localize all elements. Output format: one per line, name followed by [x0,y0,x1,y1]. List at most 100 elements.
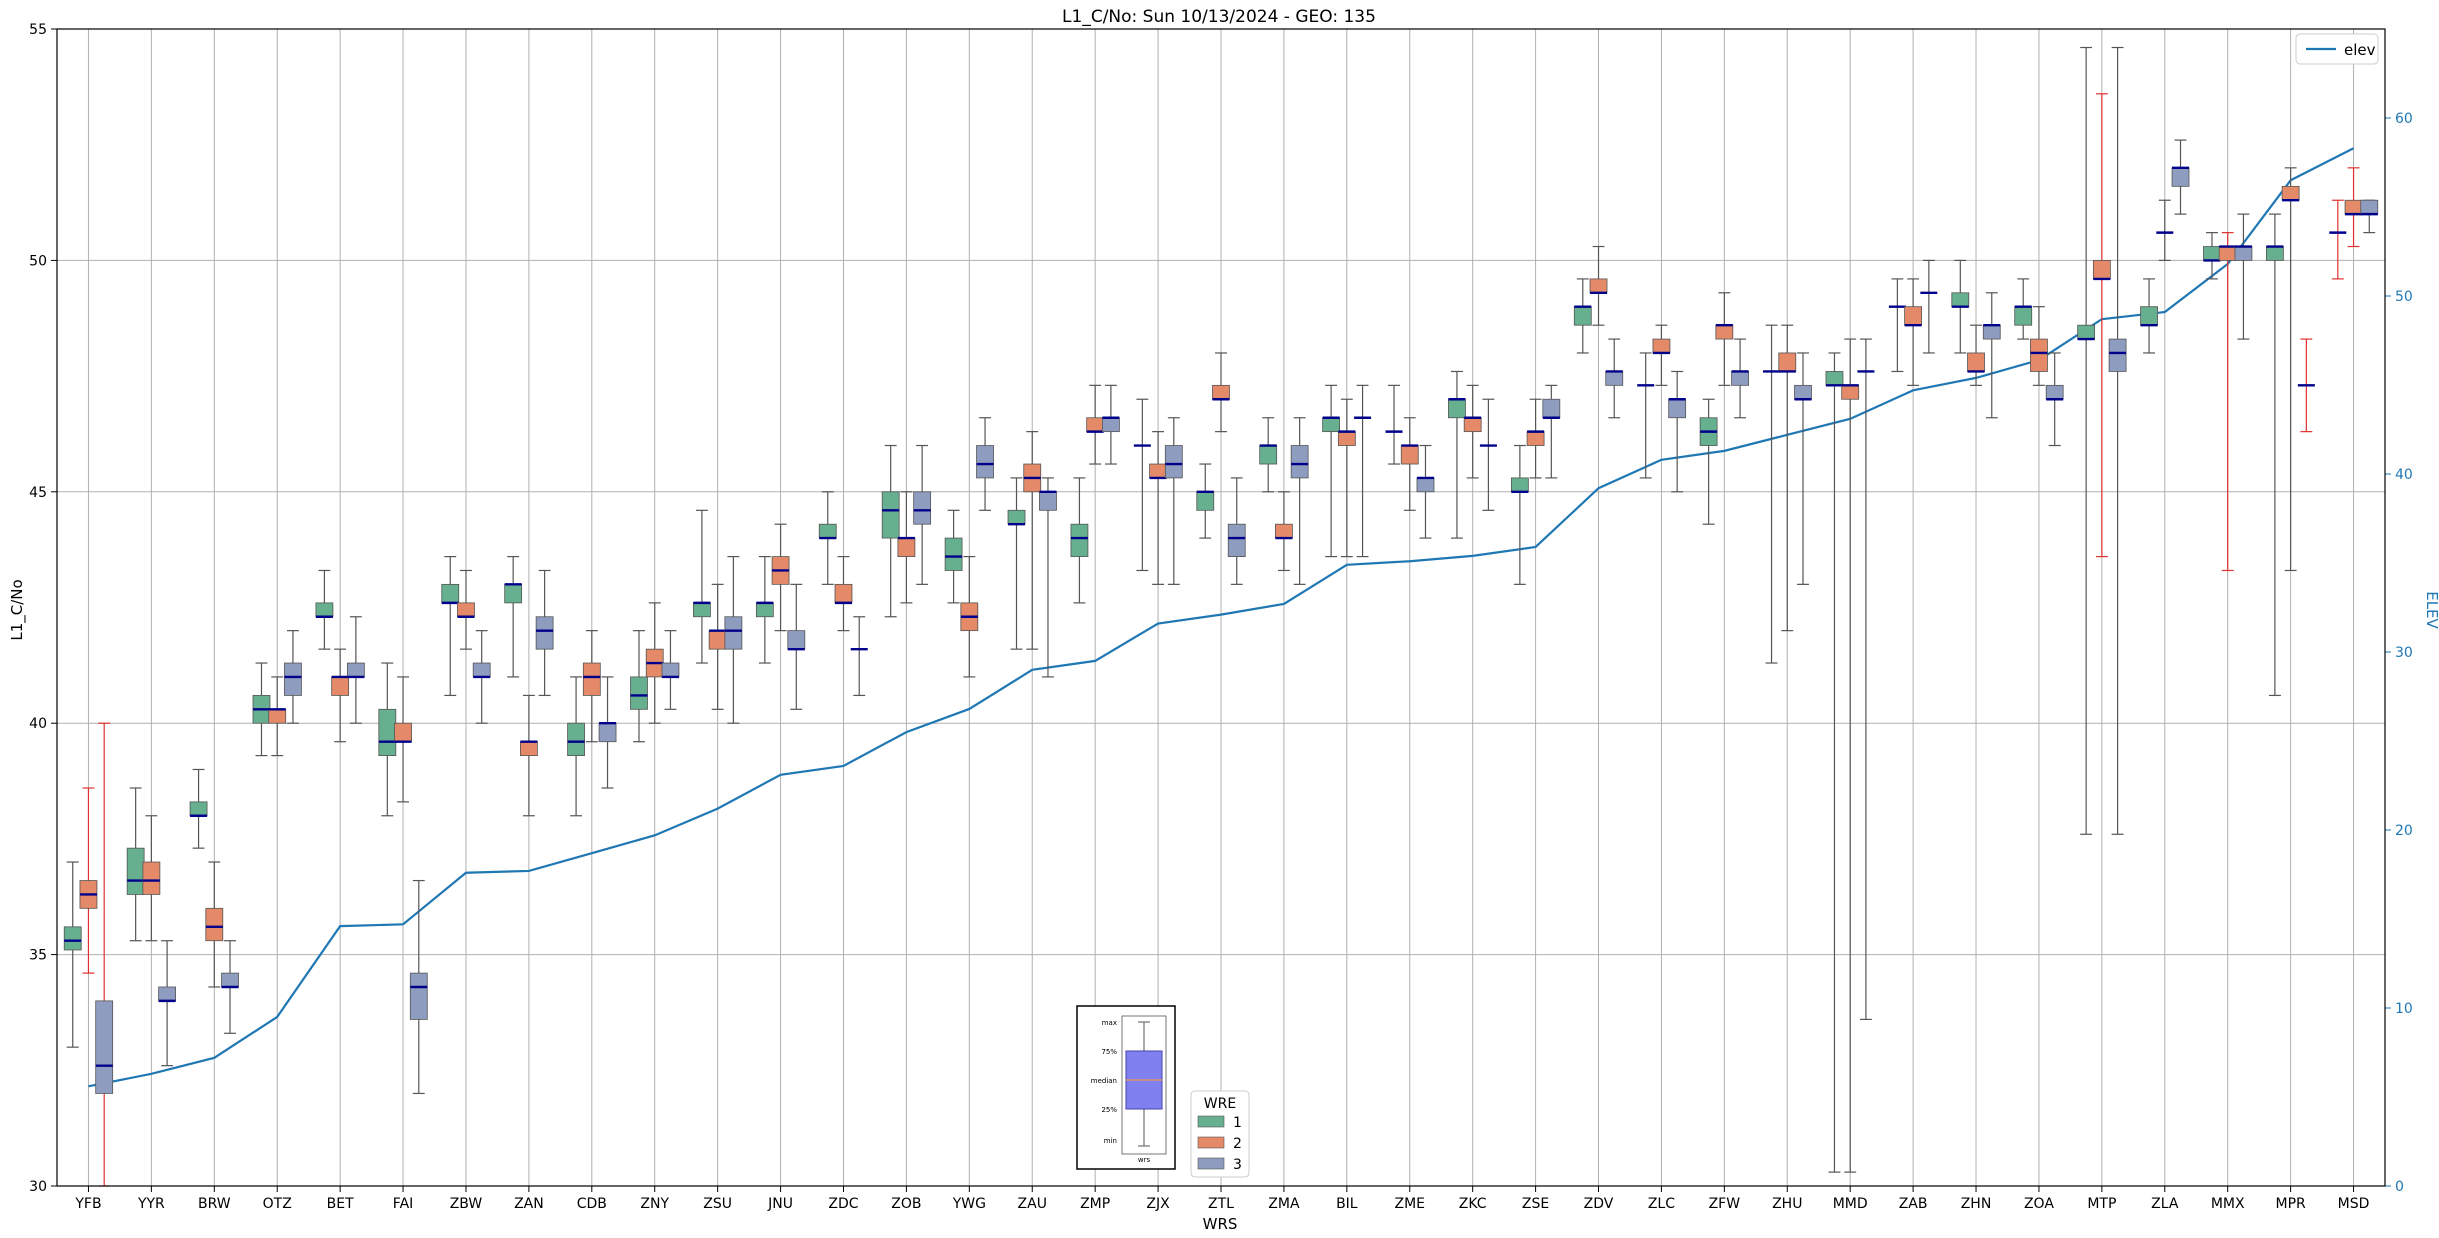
box-BET-wre3 [346,616,365,724]
box-BRW-wre3 [221,940,239,1034]
box-iqr [63,926,82,951]
box-ZMA-wre3 [1290,417,1309,585]
x-tick-label: ZOB [891,1196,921,1212]
box-ZTL-wre3 [1227,477,1246,585]
elev-legend-frame [2295,33,2379,65]
y2-tick-label: 30 [2395,645,2413,661]
box-iqr [708,630,727,650]
box-iqr [346,662,365,678]
box-iqr [519,741,538,756]
box-YWG-wre3 [976,417,994,511]
box-ZMA-wre2 [1275,491,1293,572]
box-iqr [1337,431,1356,446]
x-tick-label: ZMP [1080,1196,1110,1212]
y-tick-label: 35 [29,948,47,964]
box-ZAB-wre2 [1904,278,1923,386]
box-MTP-wre2 [2092,93,2111,558]
y2-tick-label: 0 [2395,1179,2404,1195]
box-ZAB-wre1 [1888,278,1906,373]
box-iqr [1510,477,1529,493]
wre-legend-swatch-2 [1197,1136,1225,1149]
x-tick-label: ZKC [1459,1196,1487,1212]
box-FAI-wre1 [378,662,397,817]
x-tick-label: BRW [198,1196,231,1212]
x-tick-label: ZAU [1018,1196,1047,1212]
box-iqr [2077,324,2096,340]
box-iqr [897,537,916,557]
box-ZLA-wre1 [2140,278,2158,354]
wre-legend-frame [1190,1090,1250,1178]
box-YFB-wre1 [63,861,82,1048]
box-ZSU-wre3 [724,555,743,724]
y2-tick-label: 20 [2395,823,2413,839]
box-BIL-wre1 [1322,384,1341,558]
box-ZOB-wre2 [897,491,916,604]
box-ZNY-wre3 [661,630,680,710]
x-tick-label: ZTL [1208,1196,1234,1212]
box-iqr [661,662,680,678]
box-iqr [2045,384,2064,400]
box-ZAU-wre1 [1007,477,1026,650]
box-iqr [504,583,523,604]
box-ZDV-wre2 [1589,245,1608,326]
x-tick-label: ZHN [1961,1196,1992,1212]
box-MMX-wre1 [2203,232,2221,280]
box-iqr [1794,384,1812,400]
box-iqr [1542,398,1561,419]
box-iqr [2171,167,2190,187]
x-tick-label: JNU [767,1196,793,1212]
box-CDB-wre2 [582,630,601,743]
box-iqr [378,708,397,756]
box-iqr [630,676,648,710]
box-iqr [2030,338,2048,372]
box-ZSE-wre1 [1510,444,1529,585]
x-tick-label: ZAN [514,1196,544,1212]
elev-legend: elev [2295,33,2379,65]
box-iqr [331,676,350,696]
box-ZNY-wre1 [630,630,648,743]
box-YFB-wre2 [79,787,98,974]
chart-title: L1_C/No: Sun 10/13/2024 - GEO: 135 [1062,7,1376,27]
box-iqr [409,972,428,1020]
box-iqr [1322,417,1341,433]
key-xlabel: wrs [1138,1156,1151,1164]
box-iqr [1463,417,1482,433]
box-ZFW-wre1 [1699,398,1718,525]
x-tick-label: ZMA [1268,1196,1300,1212]
box-iqr [268,708,287,724]
x-tick-label: ZOA [2024,1196,2054,1212]
x-tick-label: ZDV [1584,1196,1614,1212]
box-iqr [1904,306,1923,326]
box-ZAN-wre2 [519,694,538,817]
box-MTP-wre3 [2108,46,2127,835]
box-MMX-wre2 [2218,232,2237,572]
box-iqr [1212,384,1230,400]
y-tick-label: 50 [29,253,47,269]
x-tick-label: MMX [2211,1196,2245,1212]
wre-legend-label-1: 1 [1233,1115,1242,1131]
box-ZAB-wre3 [1920,259,1938,354]
box-MPR-wre1 [2265,213,2284,697]
y2-tick-label: 40 [2395,467,2413,483]
box-ZSE-wre3 [1542,384,1561,479]
wre-legend-label-2: 2 [1233,1136,1242,1152]
box-iqr [2234,246,2253,261]
box-YWG-wre1 [944,509,963,604]
box-iqr [284,662,302,696]
box-iqr [598,722,617,743]
x-tick-label: ZLA [2151,1196,2179,1212]
box-ZJX-wre3 [1164,417,1183,585]
y2-tick-label: 60 [2395,111,2413,127]
box-ZNY-wre2 [645,602,664,724]
x-tick-label: YYR [137,1196,165,1212]
box-ZHU-wre1 [1763,324,1781,664]
box-iqr [1982,324,2001,340]
box-ZKC-wre2 [1463,384,1482,479]
box-ZJX-wre1 [1133,398,1151,572]
box-iqr [205,907,224,942]
box-iqr [472,662,491,678]
grid-lines [57,28,2385,1187]
box-iqr [2265,246,2284,261]
box-ZHU-wre3 [1794,352,1812,585]
